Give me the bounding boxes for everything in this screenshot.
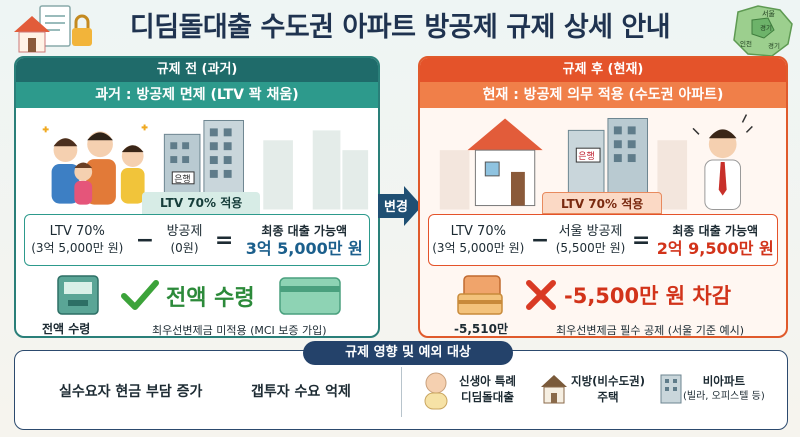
result-term: 최종 대출 가능액 3억 5,000만 원 <box>246 223 363 257</box>
ltv-tag: LTV 70% 적용 <box>142 192 261 214</box>
seoul-metro-map-icon: 서울 경기 인천 경기 <box>733 5 793 57</box>
baby-icon <box>424 372 448 410</box>
impact-header: 규제 영향 및 예외 대상 <box>303 341 513 365</box>
after-panel: 규제 후 (현재) 현재 : 방공제 의무 적용 (수도권 아파트) 은행 LT… <box>418 56 788 338</box>
after-outcome: -5,510만 -5,500만 원 차감 최우선변제금 필수 공제 (서울 기준… <box>420 270 786 336</box>
result-term-after: 최종 대출 가능액 2억 9,500만 원 <box>657 223 774 257</box>
equals-operator-after: = <box>631 227 651 253</box>
checkmark-icon <box>121 280 159 310</box>
ltv-tag-after: LTV 70% 적용 <box>542 192 663 214</box>
ltv-term: LTV 70% (3억 5,000만 원) <box>31 223 123 257</box>
deduction-label: 방공제 <box>166 224 203 239</box>
deduction-amount-text: -5,500만 원 차감 <box>564 284 732 308</box>
impact-divider <box>401 367 402 417</box>
result-label: 최종 대출 가능액 <box>261 224 348 238</box>
ltv-value: (3억 5,000만 원) <box>31 241 124 255</box>
deduction-caption: -5,510만 <box>454 322 508 336</box>
map-label-seoul: 서울 <box>762 9 775 18</box>
full-receipt-caption: 전액 수령 <box>42 322 91 336</box>
atm-card-icon <box>457 275 503 315</box>
villa-building-icon <box>660 374 682 404</box>
deduction-label-after: 서울 방공제 <box>558 224 623 239</box>
bank-sign-after: 은행 <box>578 150 594 162</box>
change-label: 변경 <box>384 200 408 215</box>
impact-section: 규제 영향 및 예외 대상 실수요자 현금 부담 증가 갭투자 수요 억제 신생… <box>14 341 788 430</box>
atm-icon <box>57 275 99 315</box>
map-label-incheon: 인천 <box>740 39 752 48</box>
credit-card-icon <box>279 277 341 315</box>
before-outcome: 전액 수령 전액 수령 최우선변제금 미적용 (MCI 보증 가입) <box>16 270 378 336</box>
map-label-gyeonggi-2: 경기 <box>768 41 780 50</box>
impact-item-cash-burden: 실수요자 현금 부담 증가 <box>59 384 203 400</box>
change-arrow-icon <box>378 186 422 226</box>
before-header: 규제 전 (과거) <box>16 58 378 82</box>
bank-sign: 은행 <box>174 173 190 185</box>
exception-regional-line1: 지방(비수도권) <box>571 374 645 388</box>
after-note: 최우선변제금 필수 공제 (서울 기준 예시) <box>556 324 744 337</box>
full-receipt-text: 전액 수령 <box>166 286 255 311</box>
before-subheader: 과거 : 방공제 면제 (LTV 꽉 채움) <box>16 82 378 108</box>
minus-operator: − <box>135 227 155 253</box>
loan-formula-after: LTV 70% (3억 5,000만 원) − 서울 방공제 (5,500만 원… <box>428 214 778 266</box>
ltv-label: LTV 70% <box>49 224 105 239</box>
result-value: 3억 5,000만 원 <box>245 239 363 258</box>
deduction-term-after: 서울 방공제 (5,500만 원) <box>556 223 626 257</box>
after-subheader: 현재 : 방공제 의무 적용 (수도권 아파트) <box>420 82 786 108</box>
ltv-label-after: LTV 70% <box>450 224 506 239</box>
before-note: 최우선변제금 미적용 (MCI 보증 가입) <box>152 324 327 337</box>
page-title: 디딤돌대출 수도권 아파트 방공제 규제 상세 안내 <box>129 12 671 43</box>
map-label-gyeonggi-1: 경기 <box>760 23 772 32</box>
exception-non-apartment-line2: (빌라, 오피스텔 등) <box>683 391 765 402</box>
result-value-after: 2억 9,500만 원 <box>656 239 774 258</box>
exception-regional-line2: 주택 <box>597 390 619 404</box>
impact-item-gap-investment: 갭투자 수요 억제 <box>251 384 351 400</box>
exception-non-apartment-line1: 비아파트 <box>702 374 746 388</box>
deduction-value: (0원) <box>170 241 199 255</box>
after-header: 규제 후 (현재) <box>420 58 786 82</box>
rural-house-icon <box>541 375 567 404</box>
x-mark-icon <box>526 280 556 310</box>
ltv-term-after: LTV 70% (3억 5,000만 원) <box>432 223 524 257</box>
deduction-term: 방공제 (0원) <box>167 223 203 257</box>
ltv-value-after: (3억 5,000만 원) <box>432 241 525 255</box>
deduction-value-after: (5,500만 원) <box>555 241 626 255</box>
result-label-after: 최종 대출 가능액 <box>672 224 759 238</box>
exception-newborn: 신생아 특례 디딤돌대출 <box>459 373 516 405</box>
exception-newborn-line1: 신생아 특례 <box>459 374 516 388</box>
house-document-lock-icon <box>14 5 92 53</box>
equals-operator: = <box>214 227 234 253</box>
exception-regional: 지방(비수도권) 주택 <box>571 373 645 405</box>
exception-non-apartment: 비아파트 (빌라, 오피스텔 등) <box>683 373 765 405</box>
exception-newborn-line2: 디딤돌대출 <box>461 390 514 404</box>
before-panel: 규제 전 (과거) 과거 : 방공제 면제 (LTV 꽉 채움) 은행 <box>14 56 380 338</box>
minus-operator-after: − <box>530 227 550 253</box>
loan-formula: LTV 70% (3억 5,000만 원) − 방공제 (0원) = 최종 대출… <box>24 214 370 266</box>
